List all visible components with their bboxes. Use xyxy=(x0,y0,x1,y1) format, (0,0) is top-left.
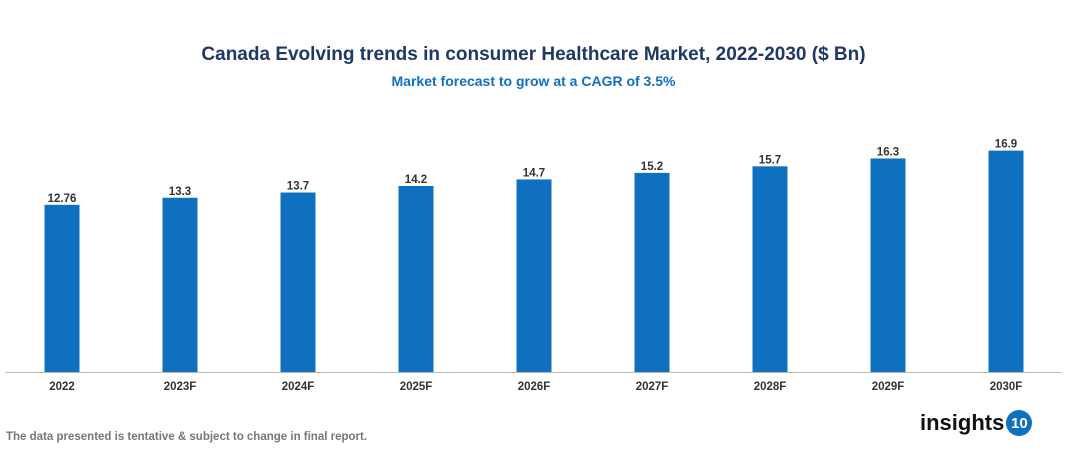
bar-2023F xyxy=(162,197,198,372)
data-label: 13.7 xyxy=(287,181,309,193)
data-label: 16.3 xyxy=(877,146,899,158)
x-tick-label: 2025F xyxy=(400,381,433,393)
insights10-logo: insights 10 xyxy=(920,410,1033,436)
chart-subtitle: Market forecast to grow at a CAGR of 3.5… xyxy=(391,73,676,89)
data-label: 14.2 xyxy=(405,174,427,186)
bar-2025F xyxy=(398,185,434,372)
logo-badge: 10 xyxy=(1006,410,1033,436)
data-label: 15.2 xyxy=(641,161,663,173)
bar-2029F xyxy=(870,158,906,372)
x-tick-label: 2029F xyxy=(872,381,905,393)
bar-2026F xyxy=(516,179,552,372)
bar-2024F xyxy=(280,192,316,372)
x-tick-label: 2027F xyxy=(636,381,669,393)
bar-2030F xyxy=(988,150,1024,372)
x-tick-label: 2026F xyxy=(518,381,551,393)
bar-2027F xyxy=(634,172,670,372)
data-label: 14.7 xyxy=(523,167,545,179)
bar-2028F xyxy=(752,166,788,372)
data-label: 15.7 xyxy=(759,154,781,166)
x-tick-label: 2023F xyxy=(164,381,197,393)
x-tick-label: 2022 xyxy=(49,381,75,393)
logo-text: insights xyxy=(920,410,1005,435)
data-label: 13.3 xyxy=(169,186,191,198)
data-label: 12.76 xyxy=(48,193,77,205)
disclaimer-note: The data presented is tentative & subjec… xyxy=(6,431,368,443)
bar-2022 xyxy=(44,204,80,372)
x-tick-label: 2028F xyxy=(754,381,787,393)
x-tick-label: 2030F xyxy=(990,381,1023,393)
chart-title: Canada Evolving trends in consumer Healt… xyxy=(201,44,866,65)
data-label: 16.9 xyxy=(995,139,1017,151)
x-tick-label: 2024F xyxy=(282,381,315,393)
